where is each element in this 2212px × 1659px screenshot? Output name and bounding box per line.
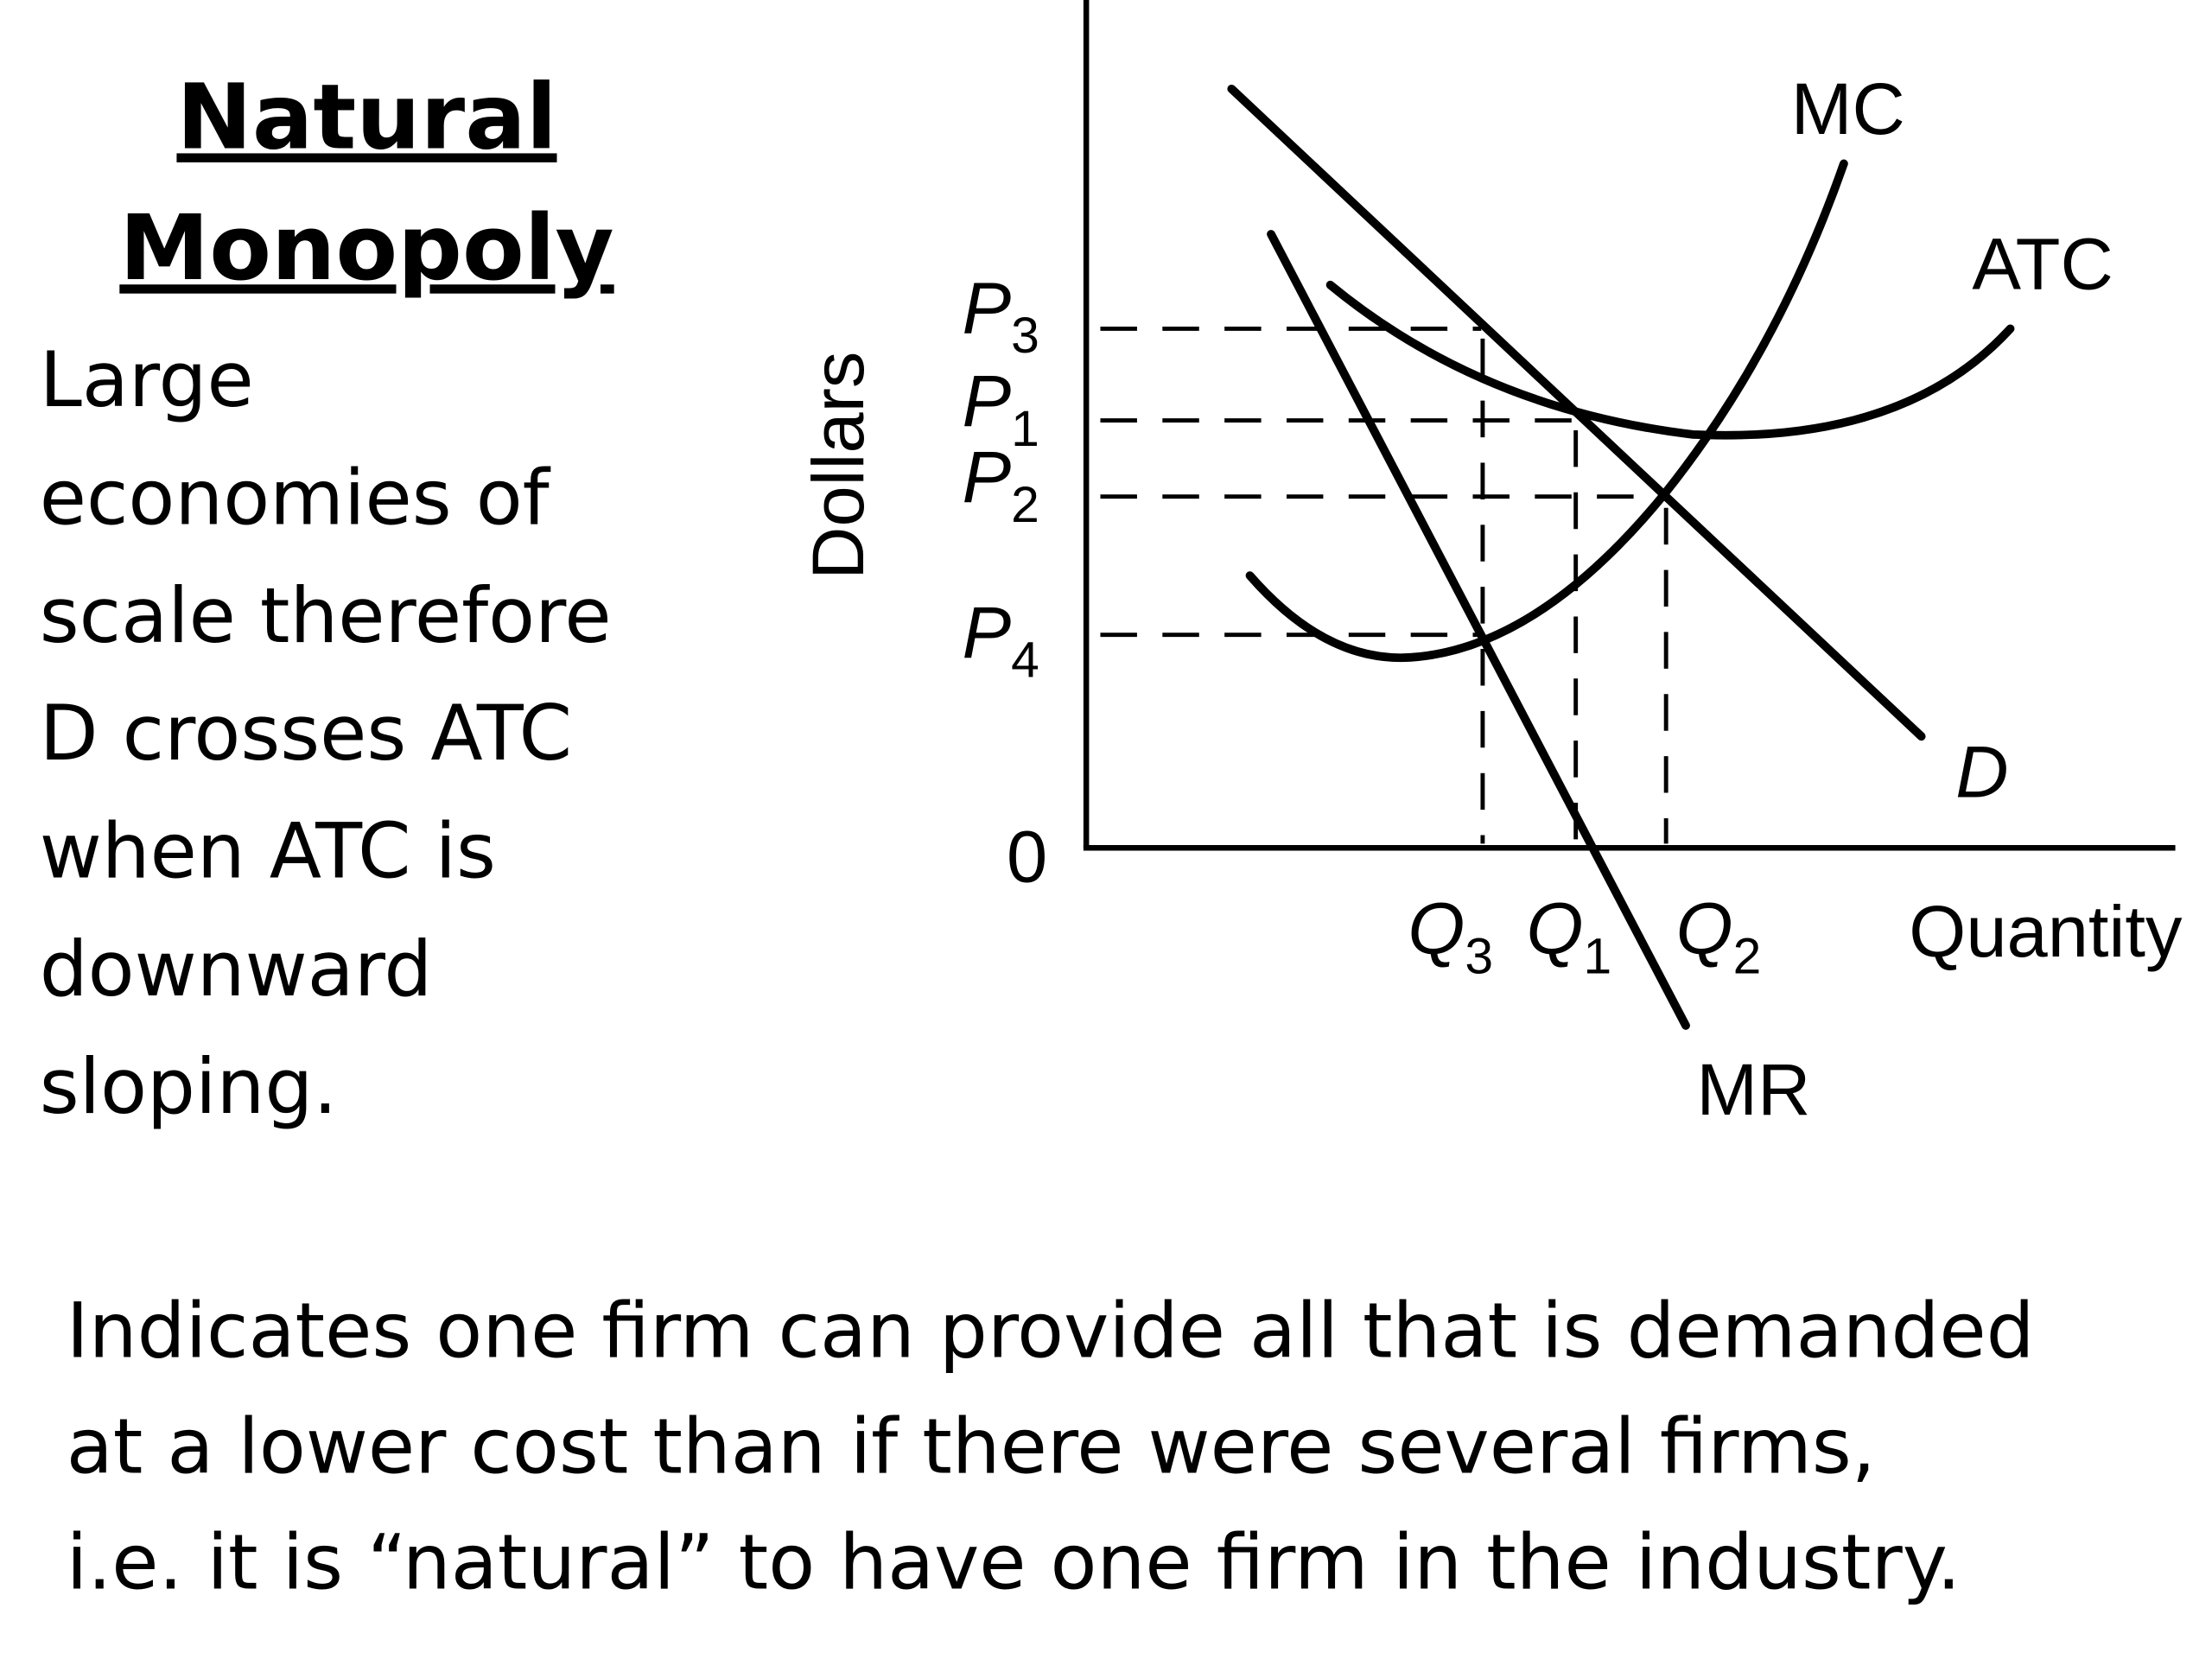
price-label-main: P (962, 591, 1011, 673)
quantity-label: Q1 (1527, 887, 1612, 985)
y-axis-label: Dollars (797, 352, 879, 580)
mr-curve (1267, 230, 1690, 1030)
description-line: D crosses ATC (40, 689, 572, 778)
quantity-label: Q2 (1676, 887, 1762, 985)
description-line: when ATC is (40, 807, 496, 896)
x-axis-label: Quantity (1909, 890, 2183, 972)
quantity-label-sub: 3 (1465, 929, 1493, 985)
curve-label: D (1955, 730, 2008, 812)
description-line: downward (40, 925, 433, 1014)
atc-curve (1325, 280, 2015, 440)
description-line: scale therefore (40, 571, 612, 660)
origin-label: 0 (1007, 815, 1047, 897)
price-label: P3 (962, 266, 1039, 364)
price-label-main: P (962, 266, 1011, 348)
footer-line: at a lower cost than if there were sever… (67, 1402, 1876, 1491)
price-label: P1 (962, 359, 1039, 457)
price-label-sub: 1 (1011, 401, 1039, 457)
description-line: sloping. (40, 1042, 338, 1131)
curve-label: MR (1696, 1048, 1810, 1130)
quantity-label-main: Q (1408, 887, 1465, 969)
price-label-main: P (962, 435, 1011, 518)
description-line: Large (40, 335, 254, 424)
slide-text: Natural Monopoly Large economies of scale th… (40, 64, 2035, 1606)
footer-line: i.e. it is “natural” to have one firm in… (67, 1517, 1961, 1606)
quantity-label-sub: 2 (1733, 929, 1762, 985)
price-label: P4 (962, 591, 1039, 689)
price-label: P2 (962, 435, 1039, 533)
price-label-main: P (962, 359, 1011, 442)
curve-label: MC (1791, 67, 1905, 149)
mc-curve (1245, 159, 1848, 663)
price-label-sub: 2 (1011, 477, 1039, 533)
price-label-sub: 3 (1011, 308, 1039, 364)
quantity-label-main: Q (1527, 887, 1584, 969)
quantity-label-main: Q (1676, 887, 1733, 969)
quantity-label: Q3 (1408, 887, 1493, 985)
graph (1083, 0, 2176, 1030)
description-line: economies of (40, 454, 551, 543)
footer-line: Indicates one firm can provide all that … (67, 1287, 2035, 1376)
price-label-sub: 4 (1011, 632, 1039, 689)
title: Monopoly (119, 195, 613, 301)
title: Natural (176, 64, 556, 169)
curve-label: ATC (1972, 223, 2113, 305)
quantity-label-sub: 1 (1584, 929, 1612, 985)
